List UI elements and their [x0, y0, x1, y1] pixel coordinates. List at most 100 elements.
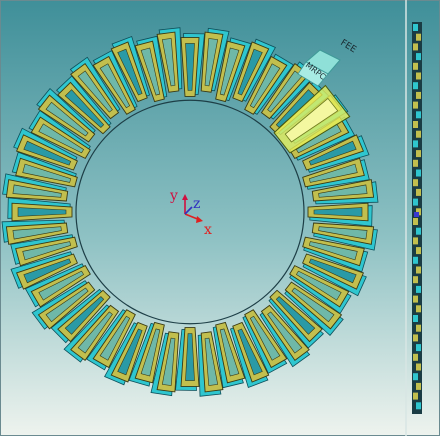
mrpc-module-window [77, 70, 113, 113]
side-view-segment [413, 276, 418, 284]
side-view-segment [413, 159, 418, 167]
mrpc-module-window [185, 333, 195, 381]
side-view-segment [416, 247, 421, 255]
mrpc-module-window [45, 287, 89, 323]
side-view-segment [416, 150, 421, 158]
side-view-origin-marker [414, 212, 419, 217]
side-view-segment [416, 266, 421, 274]
side-view-segment [413, 82, 418, 90]
mrpc-module-window [185, 43, 195, 91]
side-view-segment [413, 101, 418, 109]
mrpc-module-window [22, 241, 72, 261]
mrpc-module-window [17, 207, 67, 217]
mrpc-module-window [295, 270, 342, 301]
mrpc-module-window [318, 184, 368, 198]
mrpc-module-window [140, 328, 161, 377]
highlighted-mrpc-module [273, 84, 351, 154]
mrpc-module-window [161, 337, 176, 386]
mrpc-module-window [99, 63, 131, 109]
x-axis-arrowhead [196, 216, 203, 223]
side-view-segment [416, 382, 421, 390]
side-view-segment [416, 285, 421, 293]
side-view-segment [416, 344, 421, 352]
mrpc-module-window [219, 47, 240, 96]
mrpc-module-window [22, 163, 72, 183]
side-view-segment [416, 227, 421, 235]
mrpc-module-window [237, 328, 263, 376]
mrpc-module-window [64, 89, 105, 128]
side-view-segment [416, 208, 421, 216]
side-view-segment [413, 392, 418, 400]
side-view-segment [416, 33, 421, 41]
mrpc-module-window [77, 311, 113, 354]
side-view-segment [416, 169, 421, 177]
mrpc-module-window [308, 140, 357, 166]
side-view-segment [416, 363, 421, 371]
mrpc-module-window [117, 328, 143, 376]
side-view-segment [413, 315, 418, 322]
mrpc-module-window [12, 184, 62, 198]
mrpc-module-window [45, 101, 89, 137]
mrpc-module-window [249, 315, 281, 361]
y-axis-label: y [169, 188, 178, 204]
side-view-segment [416, 305, 421, 313]
side-view-segment [413, 295, 418, 303]
mrpc-module-window [275, 296, 316, 335]
mrpc-module-window [161, 38, 176, 87]
mrpc-module-window [308, 163, 358, 183]
side-view-segment [416, 72, 421, 80]
side-view-segment [416, 130, 421, 138]
mrpc-module-window [140, 47, 161, 96]
z-axis-label: z [193, 196, 200, 212]
side-view-segment [416, 188, 421, 196]
mrpc-module-window [117, 48, 143, 96]
mrpc-module-window [204, 337, 219, 386]
mrpc-module-window [38, 270, 85, 301]
mrpc-module-window [267, 311, 303, 354]
mrpc-module-window [204, 38, 219, 87]
side-view-segment [413, 43, 418, 51]
y-axis-arrowhead [182, 194, 188, 200]
side-view-segment [413, 198, 418, 206]
side-view-segment [416, 324, 421, 332]
side-view-column [412, 22, 422, 414]
mrpc-module-window [249, 63, 281, 109]
mrpc-module-window [308, 241, 358, 261]
inner-support-ring [75, 99, 305, 325]
side-view-segment [413, 140, 418, 148]
mrpc-wheel [1, 27, 379, 397]
fee-connector [297, 61, 329, 87]
mrpc-module-window [237, 48, 263, 96]
fee-assembly: FEE MRPC [297, 38, 358, 87]
mrpc-module-window [313, 207, 363, 217]
side-view-segment [413, 256, 418, 264]
axis-triad: y z x [169, 188, 212, 238]
side-view-segment [413, 373, 418, 381]
side-view-segment [413, 218, 418, 225]
side-view-segment [413, 179, 418, 187]
side-view-segment [413, 334, 418, 342]
side-view-segment [413, 353, 418, 361]
side-view-segment [413, 121, 418, 128]
mrpc-module-window [23, 140, 72, 166]
mrpc-module-window [38, 123, 85, 154]
side-view-segment [413, 237, 418, 245]
mrpc-module-window [318, 226, 368, 240]
side-view-segment [413, 62, 418, 70]
side-view-segment [416, 91, 421, 99]
mrpc-module-window [308, 258, 357, 284]
mrpc-module-window [291, 287, 335, 323]
side-view-segment [413, 24, 418, 31]
mrpc-module-window [219, 328, 240, 377]
side-view-segment [416, 402, 421, 410]
x-axis-label: x [204, 222, 212, 238]
z-axis-line [184, 206, 193, 215]
mrpc-module-window [99, 315, 131, 361]
side-view-segment [416, 111, 421, 119]
mrpc-module-window [64, 296, 105, 335]
highlighted-mrpc-strip [284, 97, 339, 143]
side-view-segment [416, 53, 421, 61]
mrpc-module-window [23, 258, 72, 284]
mrpc-module-window [12, 226, 62, 240]
